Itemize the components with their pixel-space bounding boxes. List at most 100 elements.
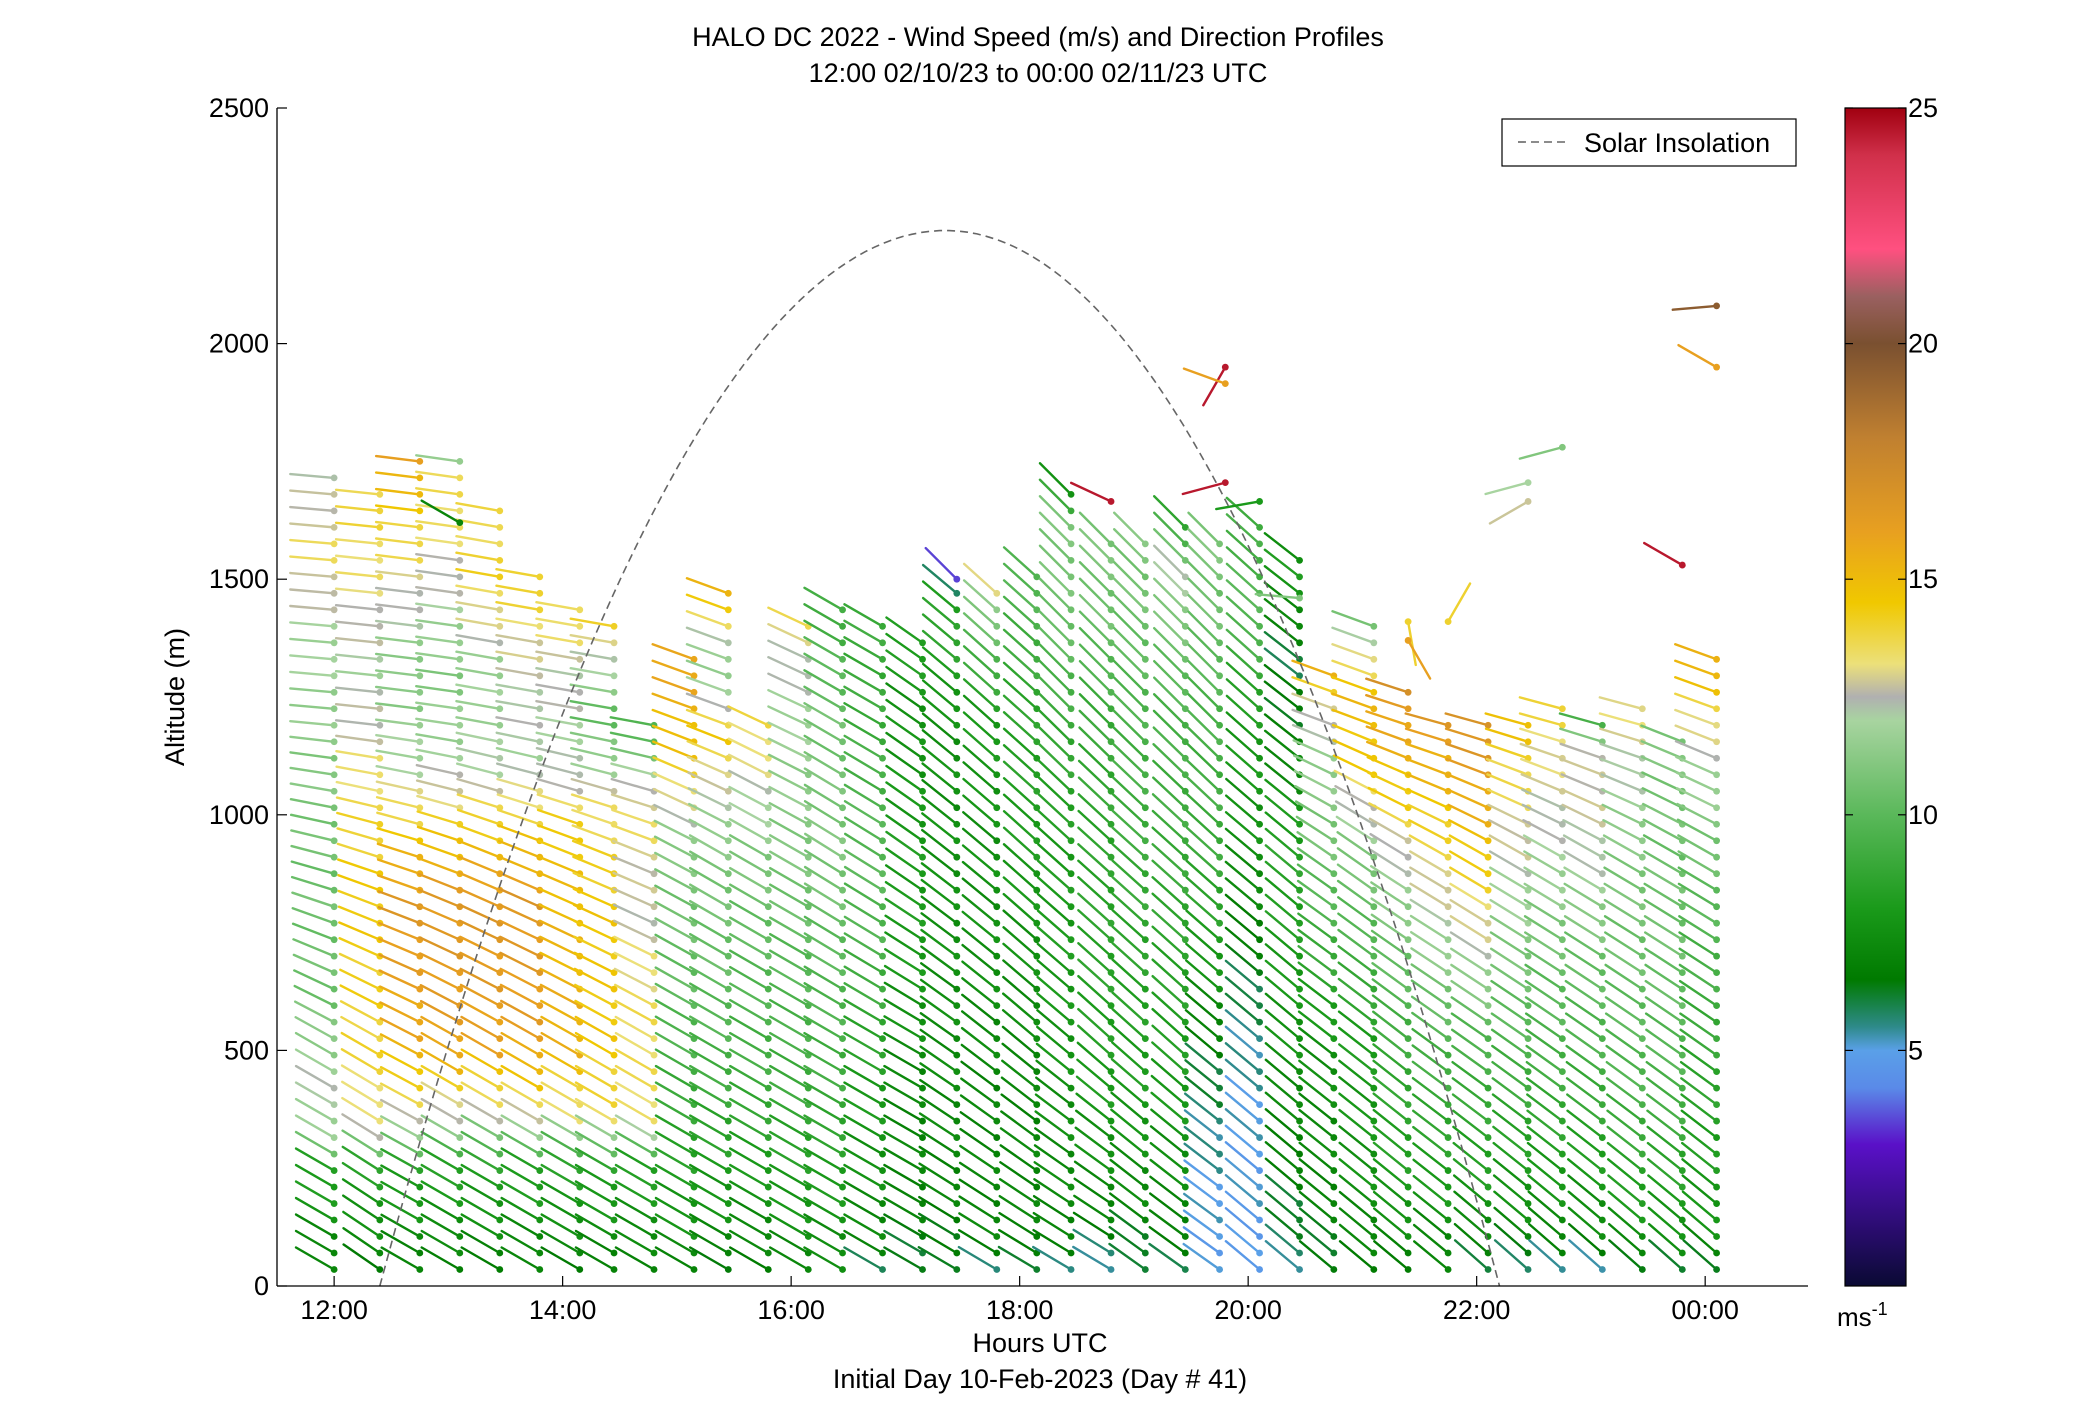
wind-barb-point [1558, 837, 1566, 845]
wind-barb-point [1678, 1266, 1686, 1273]
wind-barb-line [1185, 959, 1221, 991]
wind-barb-point [416, 573, 424, 581]
wind-barb-point [1484, 969, 1492, 977]
wind-barb-point [1067, 919, 1075, 927]
wind-barb-line [1113, 511, 1147, 546]
wind-barb-point [416, 1068, 424, 1076]
wind-barb-point [496, 606, 504, 614]
wind-barb-point [1484, 870, 1492, 878]
wind-barb-line [1449, 866, 1490, 892]
wind-barb-line [1370, 913, 1410, 941]
wind-barb-point [953, 655, 961, 663]
wind-barb-point [456, 490, 464, 498]
wind-barb-line [376, 811, 422, 826]
wind-barb-line [569, 633, 616, 645]
wind-barb-point [1330, 820, 1338, 828]
wind-barb-line [1109, 1125, 1147, 1156]
wind-barb-line [500, 1196, 541, 1222]
wind-barb-line [767, 639, 810, 661]
wind-barb-line [455, 535, 501, 546]
wind-barb-point [1181, 820, 1189, 828]
wind-barb-line [458, 919, 501, 941]
wind-barb-line [1450, 1012, 1490, 1040]
wind-barb-line [1000, 1093, 1038, 1123]
wind-barb-point [1524, 498, 1532, 505]
wind-barb-line [961, 960, 998, 991]
wind-barb-point [610, 1117, 618, 1125]
wind-barb-point [456, 1183, 464, 1191]
wind-barb-line [614, 1114, 656, 1139]
wind-barb-line [1412, 1142, 1450, 1172]
wind-barb-point [953, 952, 961, 960]
wind-barb-line [455, 633, 501, 645]
wind-barb-line [654, 1163, 696, 1189]
wind-barb-point [1678, 985, 1686, 993]
wind-barb-line [569, 650, 616, 661]
wind-barb-line [1676, 802, 1718, 826]
wind-barb-line [843, 800, 884, 826]
wind-barb-point [1598, 1200, 1606, 1207]
wind-barb-line [803, 800, 844, 826]
wind-barb-line [1646, 1109, 1684, 1139]
wind-barb-line [1263, 713, 1301, 743]
wind-barb-line [1113, 577, 1147, 612]
wind-barb-line [1111, 1041, 1147, 1073]
wind-barb-point [764, 1167, 772, 1174]
wind-barb-point [1141, 1233, 1149, 1240]
wind-barb-line [374, 553, 422, 562]
wind-barb-point [953, 672, 961, 680]
wind-barb-line [1559, 742, 1604, 760]
wind-barb-point [376, 820, 384, 828]
wind-barb-point [1067, 540, 1075, 548]
wind-barb-point [1444, 1266, 1452, 1273]
wind-barb-point [1524, 1200, 1532, 1207]
wind-barb-line [289, 751, 336, 760]
wind-barb-line [456, 793, 501, 809]
wind-barb-point [1141, 1068, 1149, 1076]
wind-barb-point [839, 952, 846, 960]
wind-barb-point [1370, 936, 1378, 944]
wind-barb-line [539, 967, 581, 991]
wind-barb-point [1107, 540, 1115, 548]
y-axis-label: Altitude (m) [160, 628, 190, 766]
wind-barb-line [1405, 757, 1450, 776]
wind-barb-point [1404, 952, 1412, 960]
wind-barb-point [919, 1216, 926, 1224]
wind-barb-point [1033, 688, 1041, 696]
wind-barb-point [1033, 787, 1041, 795]
wind-barb-point [1033, 1051, 1041, 1059]
wind-barb-line [1527, 1222, 1564, 1255]
wind-barb-point [1598, 1068, 1606, 1076]
wind-barb-line [415, 470, 462, 480]
wind-barb-line [768, 998, 810, 1024]
wind-barb-point [804, 787, 812, 795]
wind-barb-point [650, 1068, 658, 1076]
wind-barb-line [919, 1078, 959, 1106]
wind-barb-point [1067, 1150, 1075, 1158]
wind-barb-point [690, 705, 698, 713]
wind-barb-point [496, 1018, 504, 1026]
wind-barb-line [574, 1213, 616, 1238]
wind-barb-line [728, 1229, 770, 1255]
wind-barb-point [496, 969, 504, 977]
wind-barb-line [803, 619, 844, 645]
wind-barb-line [843, 783, 884, 809]
wind-barb-point [610, 1249, 618, 1257]
wind-barb-line [420, 1097, 462, 1123]
wind-barb-point [1444, 886, 1452, 894]
wind-barb-line [1407, 803, 1450, 826]
wind-barb-point [953, 771, 961, 779]
wind-barb-line [654, 1048, 696, 1073]
wind-barb-line [341, 1096, 382, 1123]
wind-barb-line [290, 875, 336, 892]
wind-barb-point [456, 622, 464, 630]
wind-barb-line [768, 1097, 810, 1123]
wind-barb-point [993, 870, 1001, 878]
wind-barb-line [500, 1213, 541, 1238]
wind-barb-line [917, 1246, 959, 1271]
wind-barb-line [803, 1196, 844, 1222]
wind-barb-line [294, 1064, 336, 1090]
wind-barb-line [1411, 1076, 1450, 1106]
wind-barb-line [843, 702, 884, 727]
